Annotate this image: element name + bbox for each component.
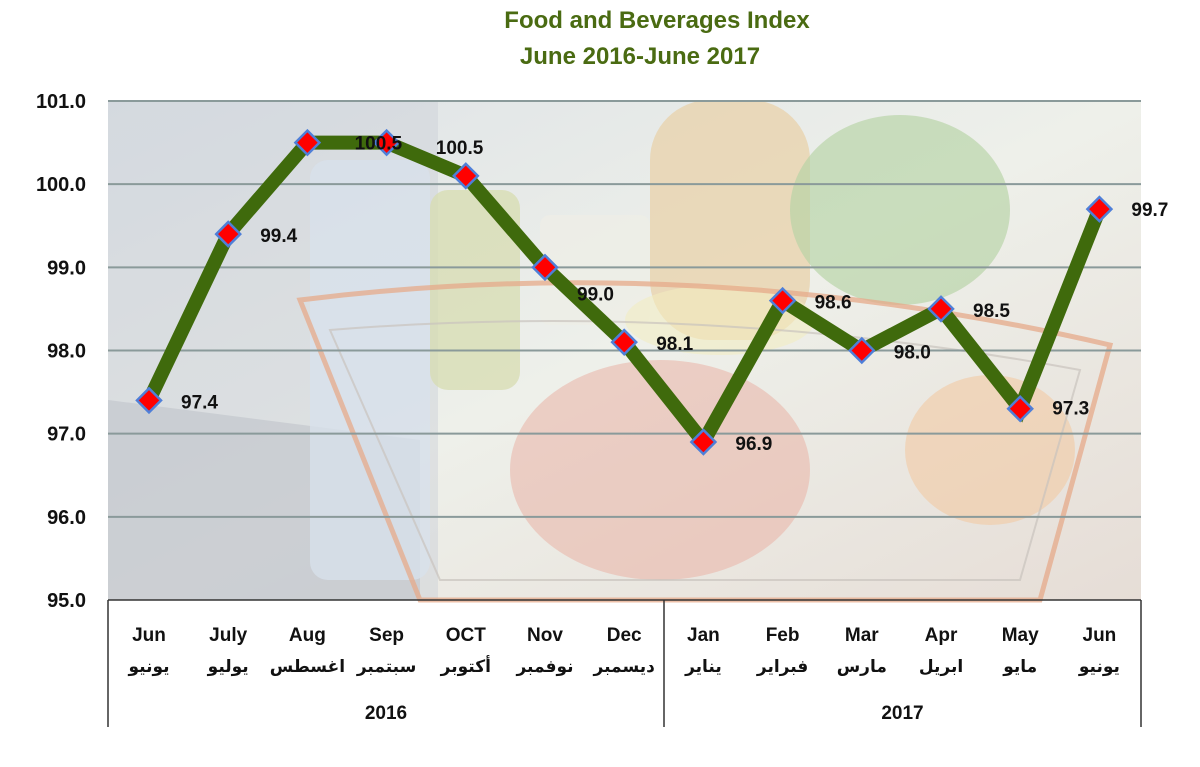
data-point (768, 286, 797, 315)
data-point (214, 220, 242, 248)
x-tick-label: July (209, 625, 247, 646)
data-label: 98.6 (815, 293, 852, 314)
x-tick-label: Sep (369, 625, 404, 646)
x-tick-label: May (1002, 625, 1039, 646)
data-point (689, 428, 718, 456)
x-tick-label-arabic: مايو (1002, 657, 1037, 677)
x-tick-label-arabic: فبراير (756, 657, 808, 677)
x-tick-label-arabic: سبتمبر (356, 657, 417, 677)
x-axis (107, 599, 1142, 727)
y-tick-label: 100.0 (36, 174, 86, 196)
x-tick-label: Jan (687, 625, 720, 646)
data-point (452, 162, 480, 190)
data-label: 100.5 (436, 138, 484, 159)
data-label: 97.3 (1052, 399, 1089, 420)
data-label: 99.4 (260, 226, 297, 247)
data-point (1085, 195, 1114, 223)
data-label: 96.9 (735, 434, 772, 455)
x-tick-label: Aug (289, 625, 326, 646)
data-point (1006, 394, 1034, 423)
y-tick-label: 97.0 (47, 424, 86, 446)
chart-subtitle: June 2016-June 2017 (520, 43, 760, 70)
y-tick-label: 98.0 (47, 341, 86, 363)
data-label: 99.7 (1131, 200, 1168, 221)
x-tick-label-arabic: ابريل (919, 657, 963, 677)
data-point (135, 386, 163, 415)
data-point (531, 253, 559, 282)
x-tick-label-arabic: يونيو (127, 657, 169, 677)
x-tick-label: OCT (446, 625, 487, 646)
x-tick-label: Nov (527, 625, 563, 646)
x-tick-label: Jun (1083, 625, 1117, 646)
x-tick-label: Dec (607, 625, 642, 646)
data-label: 97.4 (181, 392, 218, 413)
y-tick-label: 101.0 (36, 91, 86, 113)
x-tick-label-arabic: يناير (684, 657, 722, 677)
data-point (848, 336, 876, 365)
data-label: 98.5 (973, 301, 1010, 322)
data-label: 98.1 (656, 334, 693, 355)
x-tick-label-arabic: ديسمبر (593, 657, 656, 677)
year-labels: 2016 2017 (365, 703, 924, 724)
x-tick-label-arabic: اغسطس (270, 657, 345, 677)
data-point (610, 328, 638, 356)
x-tick-label-arabic: أكتوبر (440, 655, 491, 677)
y-tick-label: 95.0 (47, 590, 86, 612)
x-tick-label-arabic: يونيو (1078, 657, 1120, 677)
data-point (927, 295, 955, 323)
x-axis-categories: Jun يونيو July يوليو Aug اغسطس Sep سبتمبر OCT أكت… (127, 625, 1119, 677)
x-tick-label: Mar (845, 625, 879, 646)
x-tick-label-arabic: نوفمبر (515, 657, 573, 677)
year-label: 2016 (365, 703, 407, 724)
x-tick-label: Apr (925, 625, 958, 646)
chart-title: Food and Beverages Index (504, 7, 810, 34)
data-label: 98.0 (894, 343, 931, 364)
data-labels: 97.4 99.4 100.5 100.5 99.0 98.1 96.9 98.6 98.0 98… (181, 134, 1168, 455)
data-point (372, 128, 401, 157)
y-tick-label: 99.0 (47, 257, 86, 279)
year-label: 2017 (881, 703, 923, 724)
x-tick-label-arabic: مارس (837, 657, 887, 677)
series-markers (135, 128, 1114, 456)
x-tick-label: Jun (132, 625, 166, 646)
x-tick-label-arabic: يوليو (207, 657, 249, 677)
data-point (293, 128, 322, 157)
data-label: 99.0 (577, 284, 614, 305)
data-label: 100.5 (355, 134, 403, 155)
x-tick-label: Feb (766, 625, 800, 646)
y-axis-ticks: 95.0 96.0 97.0 98.0 99.0 100.0 101.0 (36, 91, 86, 612)
y-tick-label: 96.0 (47, 507, 86, 529)
